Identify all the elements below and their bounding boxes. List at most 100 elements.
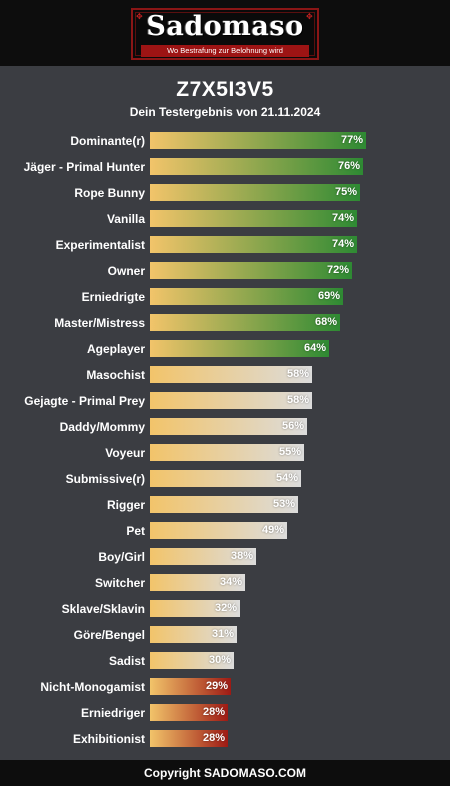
result-label: Erniedriger xyxy=(80,706,145,720)
result-percent: 74% xyxy=(331,212,354,224)
result-label: Sklave/Sklavin xyxy=(61,602,145,616)
result-row: Exhibitionist 28% xyxy=(0,726,450,752)
result-label: Sadist xyxy=(108,654,145,668)
footer-copyright: Copyright SADOMASO.COM xyxy=(0,760,450,786)
result-percent: 30% xyxy=(208,654,231,666)
result-row: Sadist 30% xyxy=(0,648,450,674)
result-bar: 30% xyxy=(150,652,234,669)
result-label: Exhibitionist xyxy=(73,732,145,746)
result-row: Erniedriger 28% xyxy=(0,700,450,726)
result-row: Daddy/Mommy 56% xyxy=(0,414,450,440)
result-bar: 56% xyxy=(150,418,307,435)
result-bar: 53% xyxy=(150,496,298,513)
result-percent: 32% xyxy=(214,602,237,614)
result-bar: 64% xyxy=(150,340,329,357)
result-row: Voyeur 55% xyxy=(0,440,450,466)
logo-ornament-icon: ✥ xyxy=(306,12,313,21)
result-label: Submissive(r) xyxy=(65,472,145,486)
result-bar: 55% xyxy=(150,444,304,461)
result-bar: 32% xyxy=(150,600,240,617)
result-label: Experimentalist xyxy=(55,238,145,252)
result-label: Erniedrigte xyxy=(81,290,145,304)
result-row: Rigger 53% xyxy=(0,492,450,518)
result-bar: 38% xyxy=(150,548,256,565)
result-row: Sklave/Sklavin 32% xyxy=(0,596,450,622)
result-bar: 68% xyxy=(150,314,340,331)
result-row: Submissive(r) 54% xyxy=(0,466,450,492)
result-row: Pet 49% xyxy=(0,518,450,544)
result-row: Masochist 58% xyxy=(0,362,450,388)
result-percent: 69% xyxy=(317,290,340,302)
result-bar: 58% xyxy=(150,392,312,409)
result-row: Master/Mistress 68% xyxy=(0,310,450,336)
result-bar: 77% xyxy=(150,132,366,149)
result-label: Masochist xyxy=(86,368,145,382)
result-label: Rope Bunny xyxy=(74,186,145,200)
result-bar: 29% xyxy=(150,678,231,695)
result-row: Erniedrigte 69% xyxy=(0,284,450,310)
result-bar: 49% xyxy=(150,522,287,539)
result-label: Jäger - Primal Hunter xyxy=(23,160,145,174)
result-row: Jäger - Primal Hunter 76% xyxy=(0,154,450,180)
result-bar: 28% xyxy=(150,730,228,747)
result-row: Gejagte - Primal Prey 58% xyxy=(0,388,450,414)
result-percent: 72% xyxy=(326,264,349,276)
result-label: Dominante(r) xyxy=(70,134,145,148)
result-percent: 56% xyxy=(281,420,304,432)
result-bar-chart: Dominante(r) 77% Jäger - Primal Hunter 76% R… xyxy=(0,128,450,752)
result-bar: 69% xyxy=(150,288,343,305)
result-label: Owner xyxy=(107,264,145,278)
result-label: Ageplayer xyxy=(86,342,145,356)
result-label: Voyeur xyxy=(105,446,145,460)
result-bar: 76% xyxy=(150,158,363,175)
site-header: ✥ ✥ Sadomaso Wo Bestrafung zur Belohnung… xyxy=(0,0,450,66)
result-percent: 76% xyxy=(337,160,360,172)
result-row: Switcher 34% xyxy=(0,570,450,596)
result-label: Gejagte - Primal Prey xyxy=(24,394,145,408)
result-percent: 49% xyxy=(261,524,284,536)
result-percent: 54% xyxy=(275,472,298,484)
result-bar: 31% xyxy=(150,626,237,643)
result-percent: 64% xyxy=(303,342,326,354)
result-percent: 68% xyxy=(314,316,337,328)
result-row: Nicht-Monogamist 29% xyxy=(0,674,450,700)
result-label: Boy/Girl xyxy=(98,550,145,564)
result-label: Rigger xyxy=(106,498,145,512)
site-logo[interactable]: ✥ ✥ Sadomaso Wo Bestrafung zur Belohnung… xyxy=(131,8,319,60)
result-bar: 28% xyxy=(150,704,228,721)
result-row: Vanilla 74% xyxy=(0,206,450,232)
result-bar: 74% xyxy=(150,210,357,227)
result-percent: 31% xyxy=(211,628,234,640)
result-percent: 53% xyxy=(272,498,295,510)
result-percent: 34% xyxy=(219,576,242,588)
result-row: Boy/Girl 38% xyxy=(0,544,450,570)
result-label: Vanilla xyxy=(106,212,145,226)
result-code: Z7X5I3V5 xyxy=(176,78,274,101)
result-percent: 55% xyxy=(278,446,301,458)
result-label: Daddy/Mommy xyxy=(59,420,145,434)
result-percent: 58% xyxy=(286,368,309,380)
result-label: Switcher xyxy=(94,576,145,590)
result-label: Göre/Bengel xyxy=(73,628,145,642)
result-percent: 29% xyxy=(205,680,228,692)
result-percent: 28% xyxy=(202,732,225,744)
result-row: Dominante(r) 77% xyxy=(0,128,450,154)
result-row: Owner 72% xyxy=(0,258,450,284)
logo-title: Sadomaso xyxy=(146,11,304,42)
result-percent: 38% xyxy=(230,550,253,562)
result-row: Experimentalist 74% xyxy=(0,232,450,258)
result-subtitle: Dein Testergebnis von 21.11.2024 xyxy=(129,105,321,119)
result-percent: 77% xyxy=(340,134,363,146)
result-row: Göre/Bengel 31% xyxy=(0,622,450,648)
result-bar: 74% xyxy=(150,236,357,253)
result-bar: 54% xyxy=(150,470,301,487)
result-row: Rope Bunny 75% xyxy=(0,180,450,206)
result-percent: 58% xyxy=(286,394,309,406)
result-percent: 28% xyxy=(202,706,225,718)
result-percent: 75% xyxy=(334,186,357,198)
result-bar: 34% xyxy=(150,574,245,591)
logo-tagline: Wo Bestrafung zur Belohnung wird xyxy=(141,45,309,57)
result-label: Nicht-Monogamist xyxy=(40,680,145,694)
result-percent: 74% xyxy=(331,238,354,250)
result-bar: 72% xyxy=(150,262,352,279)
